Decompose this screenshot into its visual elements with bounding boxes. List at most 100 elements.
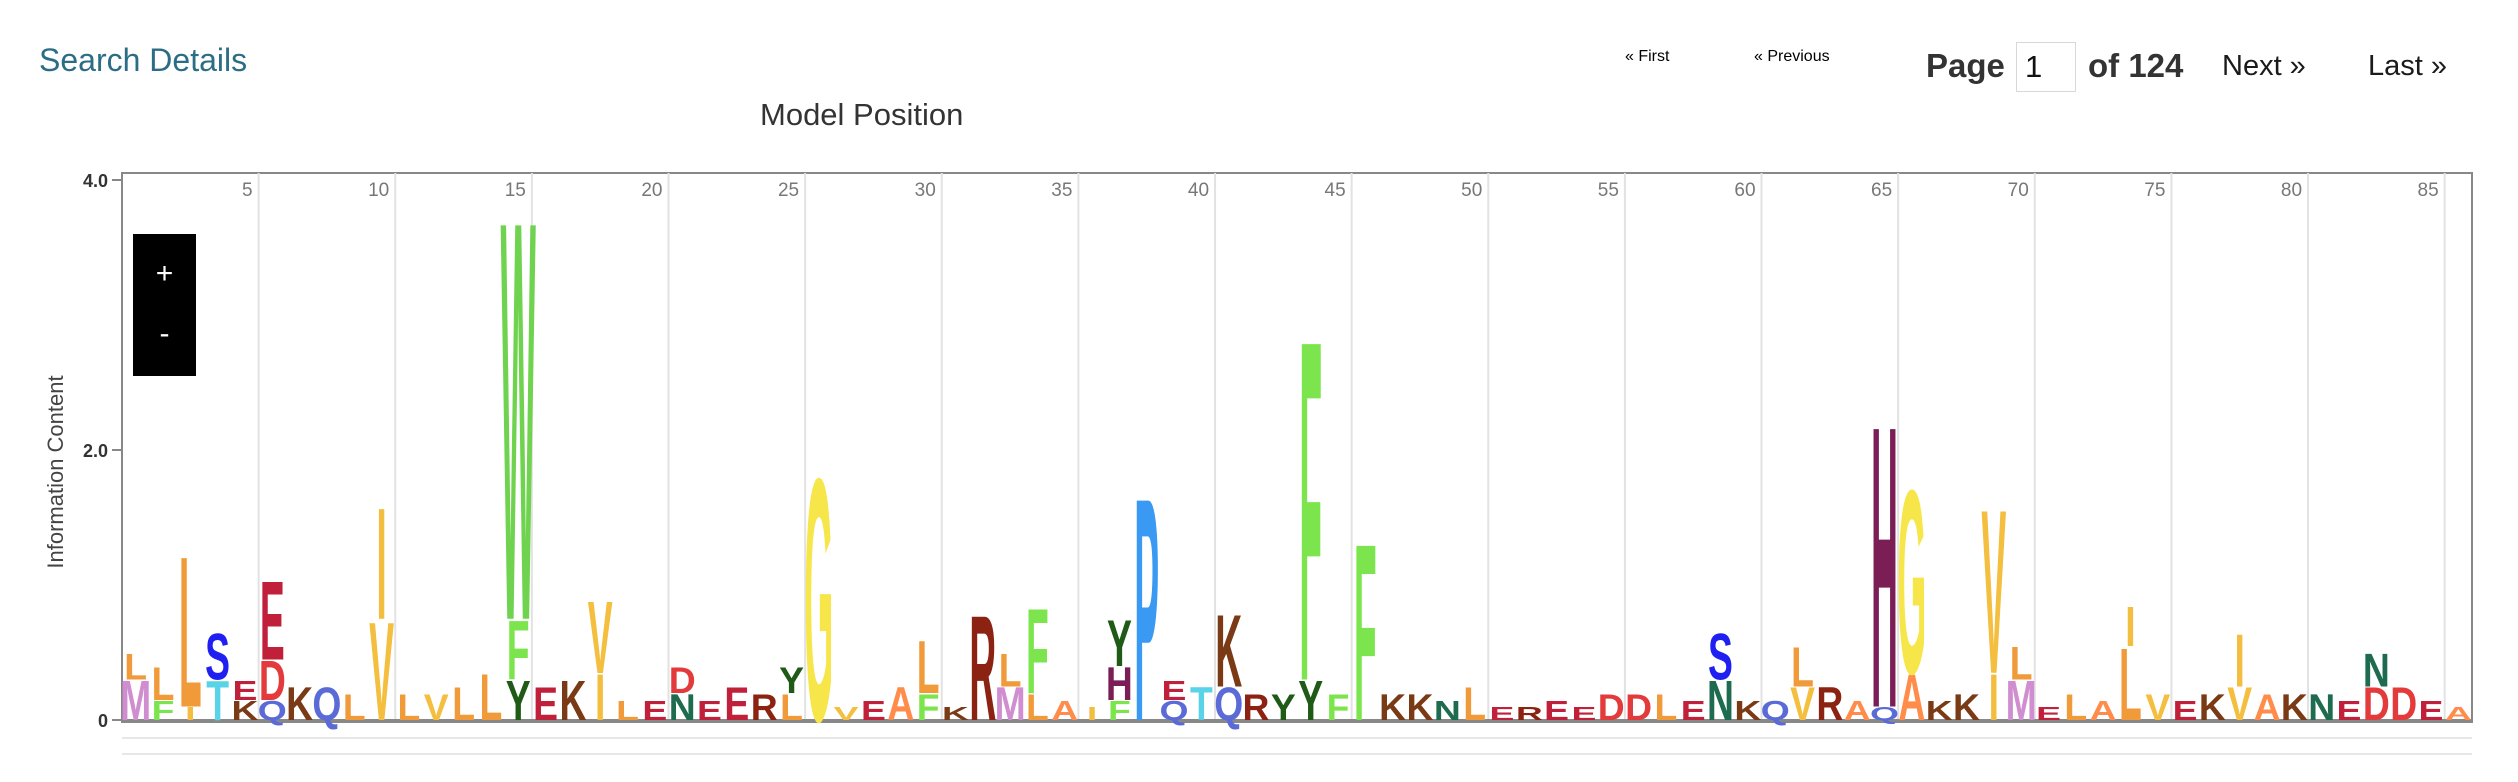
logo-letter: T: [206, 670, 229, 732]
zoom-controls: + -: [133, 234, 196, 376]
plot-frame: [121, 172, 2473, 723]
logo-letter: F: [1026, 583, 1049, 720]
logo-letter: I: [376, 474, 386, 653]
logo-letter: Q: [1761, 694, 1790, 725]
logo-letter: G: [804, 408, 833, 782]
logo-letter: E: [1489, 703, 1514, 724]
logo-letter: I: [2235, 618, 2245, 703]
logo-letter: K: [232, 694, 259, 725]
page-number-input[interactable]: [2016, 42, 2076, 92]
logo-letter: A: [1844, 694, 1871, 725]
logo-letter: L: [999, 644, 1022, 696]
last-page-link[interactable]: Last »: [2368, 50, 2447, 82]
x-tick-label: 85: [2418, 180, 2439, 201]
y-tick-label: 0: [98, 711, 108, 731]
logo-letter: Y: [1107, 608, 1132, 681]
x-tick-label: 75: [2144, 180, 2165, 201]
logo-letter: D: [1625, 686, 1652, 728]
logo-letter: K: [1379, 686, 1406, 728]
logo-letter: N: [669, 686, 696, 728]
logo-letter: F: [1354, 492, 1377, 775]
zoom-in-button[interactable]: +: [155, 257, 174, 290]
logo-letter: L: [343, 686, 366, 728]
logo-letter: Q: [1159, 694, 1188, 725]
logo-letter: D: [669, 659, 696, 701]
page-count: of 124: [2088, 47, 2184, 84]
logo-letter: L: [452, 678, 475, 730]
logo-letter: E: [233, 674, 258, 705]
logo-letter: L: [1655, 686, 1678, 728]
logo-letter: S: [1708, 622, 1733, 695]
logo-letter: K: [1734, 694, 1761, 725]
logo-letter: M: [2006, 670, 2037, 732]
logo-letter: D: [1598, 686, 1625, 728]
logo-letter: L: [2119, 628, 2142, 742]
logo-letter: D: [259, 650, 286, 712]
logo-letter: Y: [779, 659, 804, 701]
logo-letter: E: [697, 694, 722, 725]
logo-letter: A: [1051, 694, 1078, 725]
next-page-link[interactable]: Next »: [2222, 50, 2306, 82]
logo-letter: E: [861, 694, 886, 725]
logo-letter: N: [1707, 670, 1734, 732]
search-details-link[interactable]: Search Details: [39, 42, 248, 78]
logo-letter: F: [152, 694, 175, 725]
logo-letter: A: [2090, 694, 2117, 725]
logo-letter: E: [260, 557, 285, 683]
logo-letter: Y: [1298, 670, 1323, 732]
logo-letter: E: [2173, 694, 2198, 725]
logo-letter: E: [1571, 703, 1596, 724]
logo-letter: V: [588, 581, 613, 695]
logo-letter: D: [2390, 678, 2417, 730]
x-tick-label: 15: [505, 180, 526, 201]
logo-letter: K: [559, 670, 586, 732]
logo-letter: M: [995, 678, 1026, 730]
logo-letter: I: [595, 662, 605, 735]
logo-letter: K: [1953, 686, 1980, 728]
logo-letter: F: [1327, 686, 1350, 728]
x-tick-label: 5: [242, 180, 253, 201]
logo-letter: T: [1190, 678, 1213, 730]
logo-letter: K: [1407, 686, 1434, 728]
x-tick-label: 50: [1461, 180, 1482, 201]
logo-letter: E: [2419, 694, 2444, 725]
x-tick-label: 60: [1734, 180, 1755, 201]
logo-letter: K: [2199, 686, 2226, 728]
logo-letter: F: [917, 686, 940, 728]
logo-letter: I: [1989, 662, 1999, 735]
logo-letter: L: [398, 686, 421, 728]
logo-letter: L: [780, 686, 803, 728]
x-tick-label: 80: [2281, 180, 2302, 201]
logo-letter: L: [480, 662, 503, 735]
zoom-out-button[interactable]: -: [159, 317, 170, 350]
logo-letter: V: [424, 686, 449, 728]
y-tick-label: 4.0: [83, 171, 108, 191]
logo-letter: L: [1026, 686, 1049, 728]
logo-letter: A: [2254, 686, 2281, 728]
logo-letter: L: [124, 645, 147, 687]
logo-letter: L: [1463, 678, 1486, 730]
x-tick-label: 25: [778, 180, 799, 201]
logo-letter: R: [751, 686, 778, 728]
logo-letter: Y: [506, 670, 531, 732]
logo-letter: I: [1087, 703, 1097, 724]
logo-letter: V: [2227, 678, 2252, 730]
logo-letter: E: [2337, 694, 2362, 725]
logo-letter: Q: [1870, 703, 1899, 724]
x-tick-label: 40: [1188, 180, 1209, 201]
logo-letter: F: [1108, 694, 1131, 725]
logo-letter: Y: [1271, 686, 1296, 728]
logo-letter: E: [1162, 674, 1187, 705]
first-page-link: « First: [1625, 48, 1670, 65]
logo-letter: E: [1544, 694, 1569, 725]
logo-letter: L: [2010, 637, 2033, 689]
x-tick-label: 70: [2008, 180, 2029, 201]
logo-letter: A: [1898, 662, 1925, 735]
page-label: Page: [1926, 47, 2005, 84]
logo-letter: L: [1791, 637, 1814, 699]
logo-letter: I: [2125, 596, 2135, 658]
logo-letter: F: [1299, 240, 1322, 782]
logo-letter: L: [616, 694, 639, 725]
logo-letter: V: [2145, 686, 2170, 728]
